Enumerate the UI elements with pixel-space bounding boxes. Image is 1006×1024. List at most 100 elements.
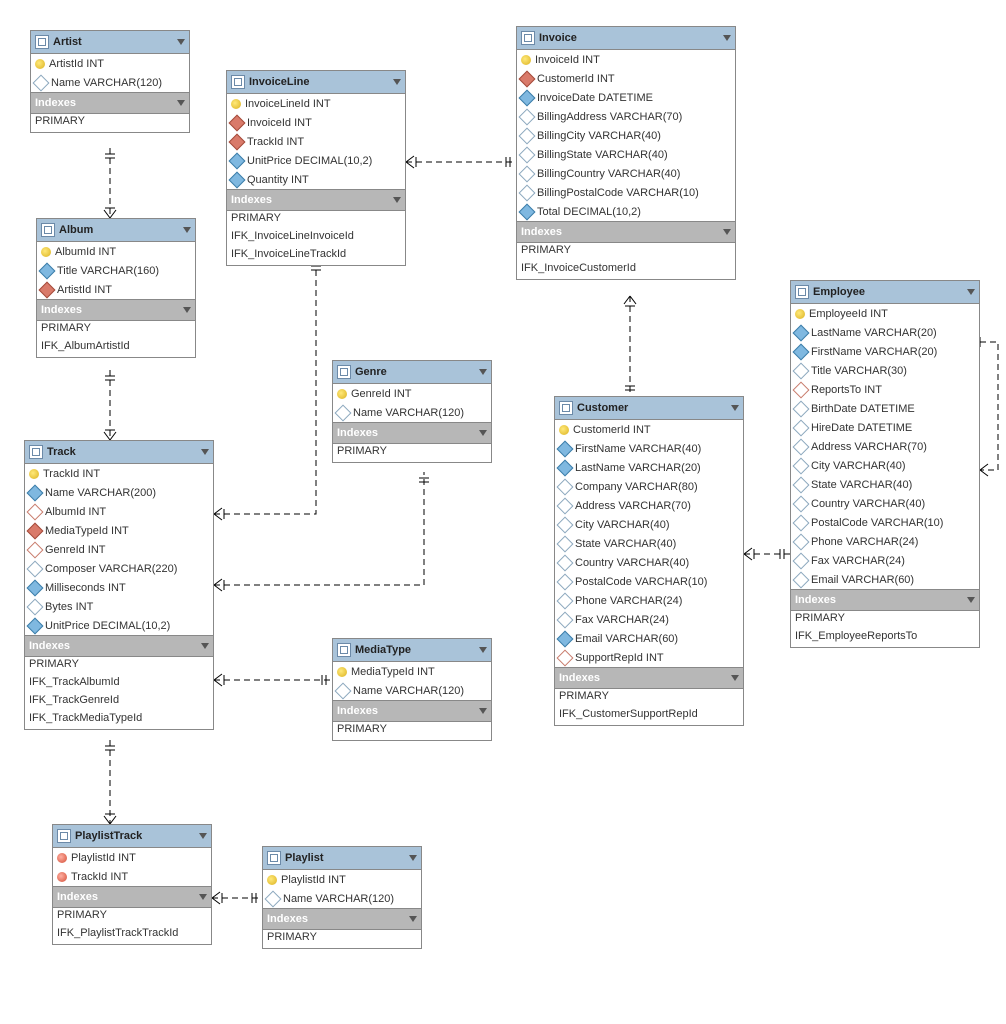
column-row[interactable]: Country VARCHAR(40) bbox=[555, 553, 743, 572]
column-row[interactable]: LastName VARCHAR(20) bbox=[555, 458, 743, 477]
index-row[interactable]: PRIMARY bbox=[31, 114, 189, 132]
entity-header[interactable]: Track bbox=[25, 441, 213, 464]
index-row[interactable]: PRIMARY bbox=[333, 722, 491, 740]
column-row[interactable]: Name VARCHAR(120) bbox=[333, 681, 491, 700]
column-row[interactable]: Country VARCHAR(40) bbox=[791, 494, 979, 513]
chevron-down-icon[interactable] bbox=[201, 449, 209, 455]
chevron-down-icon[interactable] bbox=[731, 405, 739, 411]
column-row[interactable]: PostalCode VARCHAR(10) bbox=[791, 513, 979, 532]
column-row[interactable]: TrackId INT bbox=[25, 464, 213, 483]
chevron-down-icon[interactable] bbox=[723, 35, 731, 41]
chevron-down-icon[interactable] bbox=[393, 79, 401, 85]
chevron-down-icon[interactable] bbox=[479, 430, 487, 436]
column-row[interactable]: Name VARCHAR(120) bbox=[263, 889, 421, 908]
column-row[interactable]: BillingPostalCode VARCHAR(10) bbox=[517, 183, 735, 202]
column-row[interactable]: Quantity INT bbox=[227, 170, 405, 189]
column-row[interactable]: SupportRepId INT bbox=[555, 648, 743, 667]
index-row[interactable]: IFK_TrackMediaTypeId bbox=[25, 711, 213, 729]
indexes-header[interactable]: Indexes bbox=[37, 299, 195, 321]
index-row[interactable]: IFK_InvoiceLineInvoiceId bbox=[227, 229, 405, 247]
column-row[interactable]: Name VARCHAR(120) bbox=[31, 73, 189, 92]
indexes-header[interactable]: Indexes bbox=[791, 589, 979, 611]
column-row[interactable]: State VARCHAR(40) bbox=[555, 534, 743, 553]
entity-header[interactable]: Album bbox=[37, 219, 195, 242]
chevron-down-icon[interactable] bbox=[177, 39, 185, 45]
entity-header[interactable]: Genre bbox=[333, 361, 491, 384]
column-row[interactable]: PlaylistId INT bbox=[53, 848, 211, 867]
column-row[interactable]: Bytes INT bbox=[25, 597, 213, 616]
entity-header[interactable]: Customer bbox=[555, 397, 743, 420]
chevron-down-icon[interactable] bbox=[199, 833, 207, 839]
index-row[interactable]: PRIMARY bbox=[37, 321, 195, 339]
column-row[interactable]: TrackId INT bbox=[53, 867, 211, 886]
column-row[interactable]: AlbumId INT bbox=[37, 242, 195, 261]
entity-employee[interactable]: EmployeeEmployeeId INTLastName VARCHAR(2… bbox=[790, 280, 980, 648]
column-row[interactable]: Email VARCHAR(60) bbox=[555, 629, 743, 648]
entity-header[interactable]: PlaylistTrack bbox=[53, 825, 211, 848]
entity-playlisttrack[interactable]: PlaylistTrackPlaylistId INTTrackId INTIn… bbox=[52, 824, 212, 945]
column-row[interactable]: ArtistId INT bbox=[37, 280, 195, 299]
column-row[interactable]: HireDate DATETIME bbox=[791, 418, 979, 437]
chevron-down-icon[interactable] bbox=[479, 369, 487, 375]
column-row[interactable]: GenreId INT bbox=[333, 384, 491, 403]
index-row[interactable]: PRIMARY bbox=[333, 444, 491, 462]
entity-genre[interactable]: GenreGenreId INTName VARCHAR(120)Indexes… bbox=[332, 360, 492, 463]
column-row[interactable]: Composer VARCHAR(220) bbox=[25, 559, 213, 578]
index-row[interactable]: IFK_TrackAlbumId bbox=[25, 675, 213, 693]
chevron-down-icon[interactable] bbox=[731, 675, 739, 681]
chevron-down-icon[interactable] bbox=[183, 227, 191, 233]
column-row[interactable]: EmployeeId INT bbox=[791, 304, 979, 323]
chevron-down-icon[interactable] bbox=[479, 708, 487, 714]
column-row[interactable]: Name VARCHAR(200) bbox=[25, 483, 213, 502]
column-row[interactable]: BillingState VARCHAR(40) bbox=[517, 145, 735, 164]
chevron-down-icon[interactable] bbox=[409, 855, 417, 861]
chevron-down-icon[interactable] bbox=[967, 289, 975, 295]
column-row[interactable]: PostalCode VARCHAR(10) bbox=[555, 572, 743, 591]
entity-customer[interactable]: CustomerCustomerId INTFirstName VARCHAR(… bbox=[554, 396, 744, 726]
indexes-header[interactable]: Indexes bbox=[263, 908, 421, 930]
index-row[interactable]: IFK_EmployeeReportsTo bbox=[791, 629, 979, 647]
entity-header[interactable]: Playlist bbox=[263, 847, 421, 870]
column-row[interactable]: TrackId INT bbox=[227, 132, 405, 151]
column-row[interactable]: Name VARCHAR(120) bbox=[333, 403, 491, 422]
index-row[interactable]: PRIMARY bbox=[517, 243, 735, 261]
column-row[interactable]: InvoiceId INT bbox=[517, 50, 735, 69]
column-row[interactable]: Fax VARCHAR(24) bbox=[791, 551, 979, 570]
column-row[interactable]: Email VARCHAR(60) bbox=[791, 570, 979, 589]
column-row[interactable]: GenreId INT bbox=[25, 540, 213, 559]
index-row[interactable]: IFK_InvoiceCustomerId bbox=[517, 261, 735, 279]
column-row[interactable]: AlbumId INT bbox=[25, 502, 213, 521]
indexes-header[interactable]: Indexes bbox=[517, 221, 735, 243]
indexes-header[interactable]: Indexes bbox=[31, 92, 189, 114]
chevron-down-icon[interactable] bbox=[409, 916, 417, 922]
entity-header[interactable]: Employee bbox=[791, 281, 979, 304]
column-row[interactable]: LastName VARCHAR(20) bbox=[791, 323, 979, 342]
column-row[interactable]: ArtistId INT bbox=[31, 54, 189, 73]
column-row[interactable]: Address VARCHAR(70) bbox=[555, 496, 743, 515]
column-row[interactable]: City VARCHAR(40) bbox=[555, 515, 743, 534]
index-row[interactable]: PRIMARY bbox=[25, 657, 213, 675]
chevron-down-icon[interactable] bbox=[479, 647, 487, 653]
chevron-down-icon[interactable] bbox=[723, 229, 731, 235]
column-row[interactable]: Title VARCHAR(160) bbox=[37, 261, 195, 280]
column-row[interactable]: Title VARCHAR(30) bbox=[791, 361, 979, 380]
indexes-header[interactable]: Indexes bbox=[555, 667, 743, 689]
column-row[interactable]: Fax VARCHAR(24) bbox=[555, 610, 743, 629]
entity-header[interactable]: InvoiceLine bbox=[227, 71, 405, 94]
chevron-down-icon[interactable] bbox=[201, 643, 209, 649]
column-row[interactable]: Address VARCHAR(70) bbox=[791, 437, 979, 456]
column-row[interactable]: CustomerId INT bbox=[517, 69, 735, 88]
chevron-down-icon[interactable] bbox=[967, 597, 975, 603]
column-row[interactable]: Milliseconds INT bbox=[25, 578, 213, 597]
indexes-header[interactable]: Indexes bbox=[333, 700, 491, 722]
index-row[interactable]: IFK_AlbumArtistId bbox=[37, 339, 195, 357]
column-row[interactable]: Company VARCHAR(80) bbox=[555, 477, 743, 496]
column-row[interactable]: State VARCHAR(40) bbox=[791, 475, 979, 494]
column-row[interactable]: ReportsTo INT bbox=[791, 380, 979, 399]
column-row[interactable]: FirstName VARCHAR(40) bbox=[555, 439, 743, 458]
chevron-down-icon[interactable] bbox=[183, 307, 191, 313]
index-row[interactable]: PRIMARY bbox=[227, 211, 405, 229]
column-row[interactable]: InvoiceLineId INT bbox=[227, 94, 405, 113]
column-row[interactable]: Phone VARCHAR(24) bbox=[555, 591, 743, 610]
column-row[interactable]: InvoiceId INT bbox=[227, 113, 405, 132]
